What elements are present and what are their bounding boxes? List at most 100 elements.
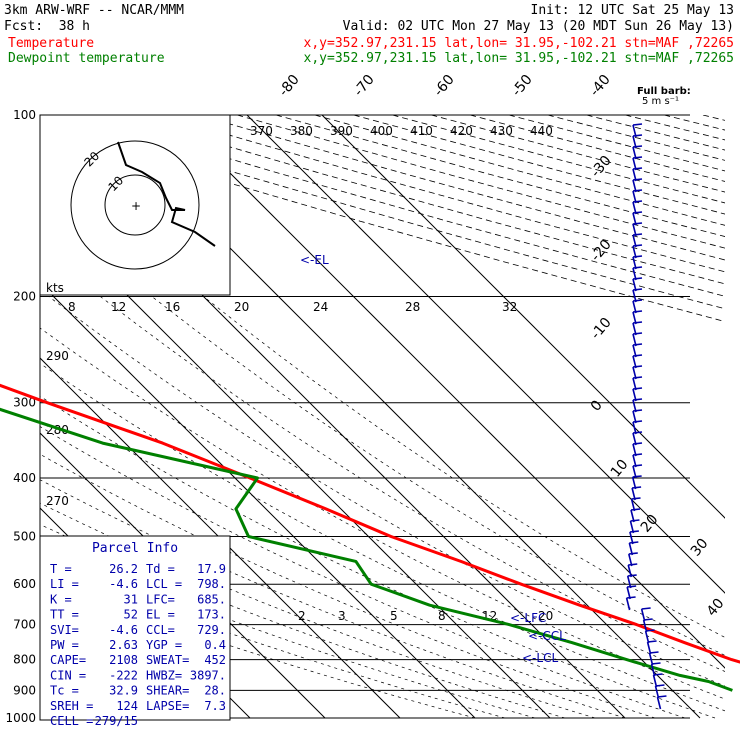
wind-barb-flag	[632, 266, 643, 269]
pressure-tick-label: 100	[13, 108, 36, 122]
wind-barb-flag	[632, 332, 643, 335]
isotherm-line	[40, 357, 401, 719]
parcel-value: -4.6	[109, 623, 138, 637]
moist-adiabat-line	[203, 296, 725, 638]
wind-barb-flag	[630, 519, 640, 522]
mixing-ratio-label: 28	[405, 300, 420, 314]
wind-barb-staff	[644, 630, 650, 644]
parcel-label: Tc =	[50, 684, 79, 698]
temperature-tick-label: -60	[431, 72, 458, 100]
temperature-profile-line	[0, 383, 740, 664]
wind-barb-flag	[628, 563, 638, 566]
wind-barb-flag	[632, 376, 643, 379]
wind-barb-flag	[632, 189, 643, 192]
pressure-tick-label: 800	[13, 653, 36, 667]
parcel-value: 798.	[197, 577, 226, 591]
wind-barb-flag	[628, 552, 638, 555]
wind-barb-flag	[632, 211, 643, 214]
moist-adiabat-line	[151, 296, 725, 656]
lcl-marker: <-LCL	[522, 651, 558, 665]
isotherm-line	[40, 282, 476, 719]
temperature-tick-label: -10	[588, 315, 615, 343]
mixing-ratio-label: 5	[390, 609, 398, 623]
lfc-marker: <-LFC	[510, 611, 546, 625]
parcel-value: -4.6	[109, 577, 138, 591]
hodograph-center-marker: +	[131, 199, 141, 213]
wind-barb-staff	[648, 652, 654, 666]
moist-adiabat-line	[40, 362, 725, 712]
parcel-value: 173.	[197, 608, 226, 622]
moist-adiabat-line	[40, 327, 725, 700]
wind-barb-staff	[654, 685, 660, 699]
moist-adiabat-line	[40, 426, 686, 719]
temperature-tick-label: 0	[588, 397, 606, 414]
wind-barb-flag	[632, 277, 643, 280]
mixing-ratio-label: 2	[298, 609, 306, 623]
parcel-value: 2108	[109, 653, 138, 667]
parcel-value: 3897.	[190, 668, 226, 682]
mixing-ratio-label: 20	[234, 300, 249, 314]
dry-adiabat-line	[664, 115, 725, 131]
parcel-label: CIN =	[50, 668, 86, 682]
wind-barb-flag	[632, 299, 643, 302]
wind-barb-flag	[632, 134, 643, 137]
wind-barb-flag	[632, 167, 643, 170]
pressure-tick-label: 900	[13, 683, 36, 697]
pressure-tick-label: 1000	[5, 711, 36, 725]
wind-barb-staff	[646, 641, 652, 655]
wind-barb-flag	[630, 508, 641, 511]
wind-barb-flag	[651, 662, 661, 665]
wind-barb-flag	[632, 365, 643, 368]
parcel-label: CELL =	[50, 714, 93, 728]
dry-adiabat-line	[392, 115, 725, 204]
parcel-info-panel: Parcel Info T = 26.2 Td = 17.9 LI = -4.6 LCL =…	[39, 535, 231, 728]
mixing-ratio-label: 20	[538, 609, 553, 623]
parcel-value: -222	[109, 668, 138, 682]
parcel-label: EL =	[146, 608, 175, 622]
wind-barb-flag	[632, 123, 643, 126]
wind-barb-flag	[632, 222, 643, 225]
wind-barb-flag	[627, 574, 637, 577]
parcel-label: YGP =	[146, 638, 182, 652]
parcel-value: 32.9	[109, 684, 138, 698]
parcel-value: 31	[124, 592, 138, 606]
temperature-tick-label: -50	[509, 72, 536, 100]
wind-barb-flag	[632, 431, 643, 434]
parcel-label: SHEAR=	[146, 684, 189, 698]
wind-barb-flag	[627, 585, 637, 588]
parcel-value: 28.	[204, 684, 226, 698]
series-info-dewpoint: x,y=352.97,231.15 lat,lon= 31.95,-102.21…	[304, 51, 734, 66]
wind-barb-flag	[632, 387, 643, 390]
temperature-tick-label: -70	[351, 72, 378, 100]
temperature-tick-label: 10	[608, 457, 632, 481]
parcel-label: TT =	[50, 608, 79, 622]
theta-tick-label: 270	[46, 494, 69, 508]
temperature-tick-label: -30	[588, 153, 615, 181]
temperature-tick-label: 30	[688, 536, 712, 560]
init-time: Init: 12 UTC Sat 25 May 13	[531, 3, 735, 18]
wind-barb-staff	[652, 674, 658, 688]
series-info-temperature: x,y=352.97,231.15 lat,lon= 31.95,-102.21…	[304, 36, 734, 51]
dry-adiabat-line	[275, 115, 725, 237]
wind-barb-flag	[632, 453, 643, 456]
theta-tick-label: 420	[450, 124, 473, 138]
wind-barb-staff	[640, 608, 646, 622]
wind-barb-flag	[632, 310, 643, 313]
pressure-tick-label: 300	[13, 396, 36, 410]
parcel-value: 0.4	[204, 638, 226, 652]
parcel-value: 17.9	[197, 562, 226, 576]
mixing-ratio-label: 12	[111, 300, 126, 314]
parcel-label: K =	[50, 592, 72, 606]
pressure-tick-label: 700	[13, 618, 36, 632]
sounding-profiles	[0, 383, 740, 692]
wind-barb-flag	[632, 475, 642, 478]
wind-barb-flag	[632, 409, 643, 412]
mixing-ratio-label: 3	[338, 609, 346, 623]
theta-tick-label: 380	[290, 124, 313, 138]
barb-legend-title: Full barb:	[637, 86, 691, 97]
parcel-label: LI =	[50, 577, 79, 591]
hodograph-trace	[117, 141, 216, 247]
wind-barb-flag	[631, 497, 641, 500]
parcel-value: 279/15	[95, 714, 138, 728]
